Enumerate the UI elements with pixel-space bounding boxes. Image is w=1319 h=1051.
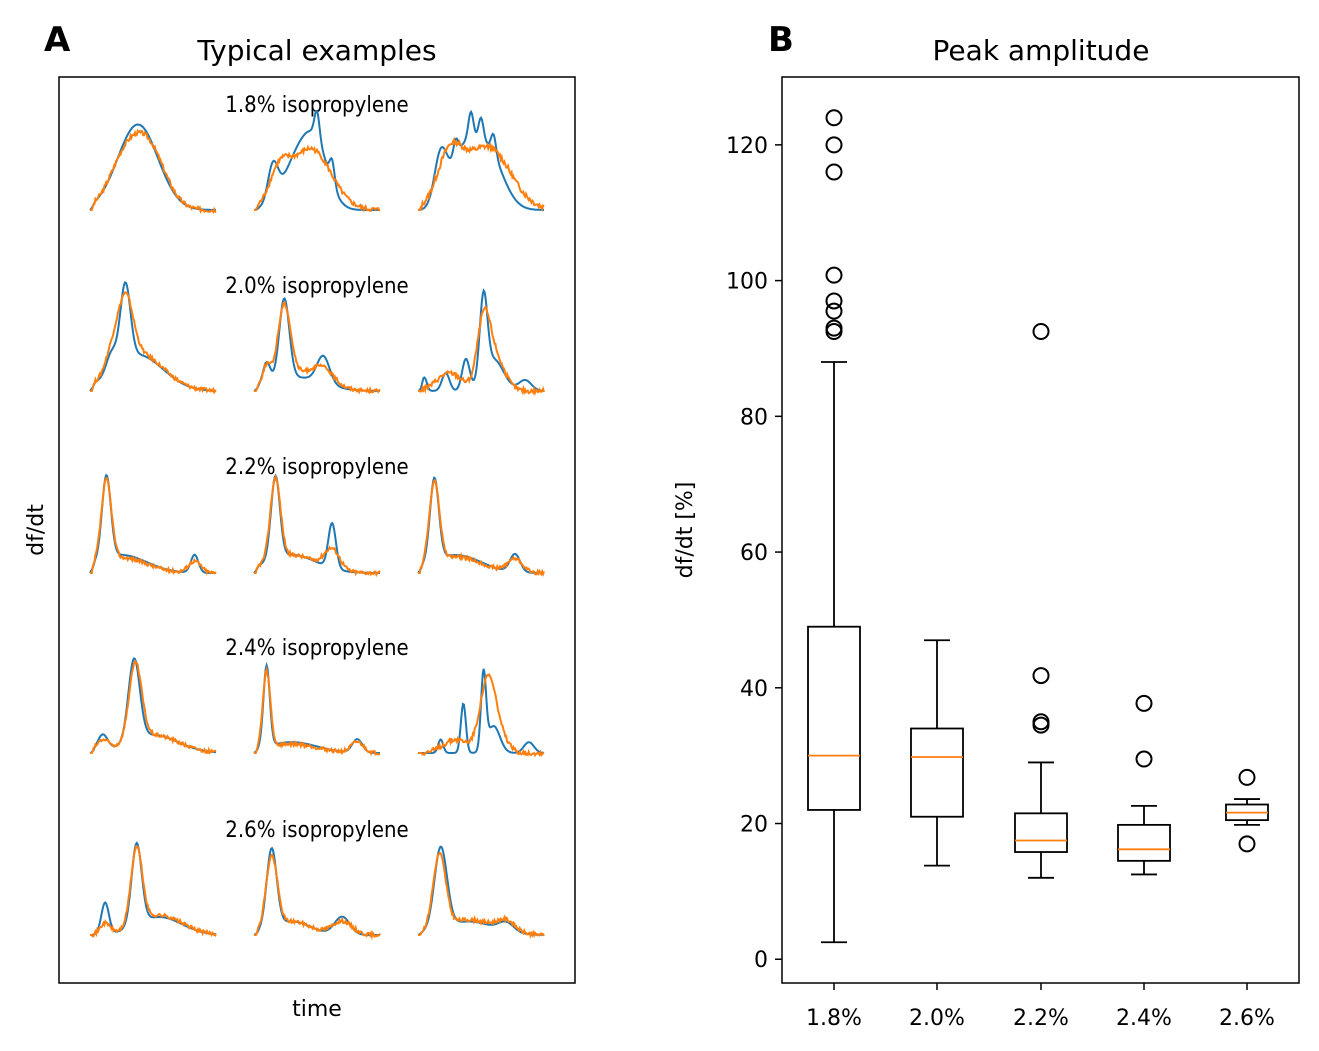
- outlier-point: [1238, 768, 1256, 786]
- trace-model-line: [254, 665, 381, 757]
- outlier-point: [825, 109, 843, 127]
- panel-b-letter: B: [768, 20, 794, 60]
- outlier-point: [1135, 694, 1153, 712]
- panel-a-ylabel: df/dt: [24, 504, 49, 556]
- panel-a: A Typical examples time df/dt 1.8% isopr…: [24, 20, 576, 1022]
- trace-model-line: [90, 128, 217, 215]
- outlier-point: [1135, 750, 1153, 768]
- trace-measured-line: [253, 297, 380, 392]
- panel-a-title: Typical examples: [196, 34, 436, 67]
- outlier-point: [825, 136, 843, 154]
- y-tick-label: 100: [726, 270, 768, 295]
- trace-model-line: [418, 479, 545, 578]
- group-label-3: 2.2% isopropylene: [225, 455, 409, 480]
- trace-model-line: [254, 144, 381, 213]
- box-iqr: [807, 625, 861, 811]
- outlier-point: [825, 302, 843, 320]
- trace-model-line: [90, 291, 217, 395]
- box-iqr: [1014, 812, 1068, 853]
- boxplot-area: 0 20 40 60 80 100 120 1.8% 2.0% 2.2% 2.4% 2.6%: [726, 109, 1275, 1031]
- outlier-point: [1032, 713, 1050, 731]
- x-tick-label: 2.0%: [909, 1006, 965, 1031]
- panel-b-frame: [781, 76, 1300, 984]
- outlier-point: [825, 319, 843, 337]
- x-tick-label: 2.4%: [1116, 1006, 1172, 1031]
- trace-model-line: [418, 852, 545, 939]
- trace-measured-line: [253, 846, 380, 936]
- trace-measured-line: [89, 281, 216, 392]
- trace-measured-line: [417, 288, 545, 392]
- y-tick-label: 20: [740, 813, 768, 838]
- outlier-point: [1032, 716, 1050, 734]
- x-tick-label: 1.8%: [806, 1006, 862, 1031]
- trace-measured-line: [89, 123, 217, 211]
- outlier-point: [1032, 667, 1050, 685]
- outlier-point: [825, 163, 843, 181]
- outlier-point: [1032, 322, 1050, 340]
- outlier-point: [825, 292, 843, 310]
- trace-model-line: [254, 853, 381, 941]
- panel-a-letter: A: [44, 20, 71, 60]
- trace-model-line: [90, 845, 217, 938]
- trace-model-line: [90, 477, 217, 576]
- box-iqr: [1117, 823, 1171, 862]
- x-tick-label: 2.2%: [1013, 1006, 1069, 1031]
- trace-measured-line: [418, 668, 545, 754]
- outlier-point: [825, 322, 843, 340]
- trace-model-line: [254, 474, 381, 578]
- y-tick-label: 40: [740, 677, 768, 702]
- panel-b: B Peak amplitude df/dt [%] 0 20 40 60 80 100 1…: [673, 20, 1300, 1031]
- trace-measured-line: [253, 661, 380, 754]
- trace-model-line: [90, 659, 217, 755]
- trace-measured-line: [89, 656, 217, 754]
- x-tick-label: 2.6%: [1219, 1006, 1275, 1031]
- panel-a-xlabel: time: [292, 997, 342, 1022]
- trace-model-line: [418, 305, 545, 397]
- group-label-2: 2.0% isopropylene: [225, 274, 409, 299]
- y-tick-label: 60: [740, 541, 768, 566]
- outlier-point: [825, 266, 843, 284]
- y-tick-label: 120: [726, 134, 768, 159]
- group-labels: 1.8% isopropylene 2.0% isopropylene 2.2%…: [225, 93, 409, 843]
- trace-model-line: [418, 673, 545, 758]
- trace-measured-line: [253, 109, 380, 211]
- trace-measured-line: [418, 109, 544, 211]
- example-traces: [89, 109, 545, 941]
- y-tick-label: 0: [754, 948, 768, 973]
- panel-b-ylabel: df/dt [%]: [673, 482, 698, 579]
- box-iqr: [910, 727, 964, 818]
- group-label-4: 2.4% isopropylene: [225, 636, 409, 661]
- panel-b-title: Peak amplitude: [933, 34, 1150, 67]
- panel-a-frame: [58, 76, 576, 984]
- outlier-point: [1238, 835, 1256, 853]
- y-tick-label: 80: [740, 405, 768, 430]
- trace-model-line: [254, 301, 381, 395]
- group-label-5: 2.6% isopropylene: [225, 818, 409, 843]
- trace-measured-line: [90, 841, 217, 936]
- trace-model-line: [418, 136, 545, 212]
